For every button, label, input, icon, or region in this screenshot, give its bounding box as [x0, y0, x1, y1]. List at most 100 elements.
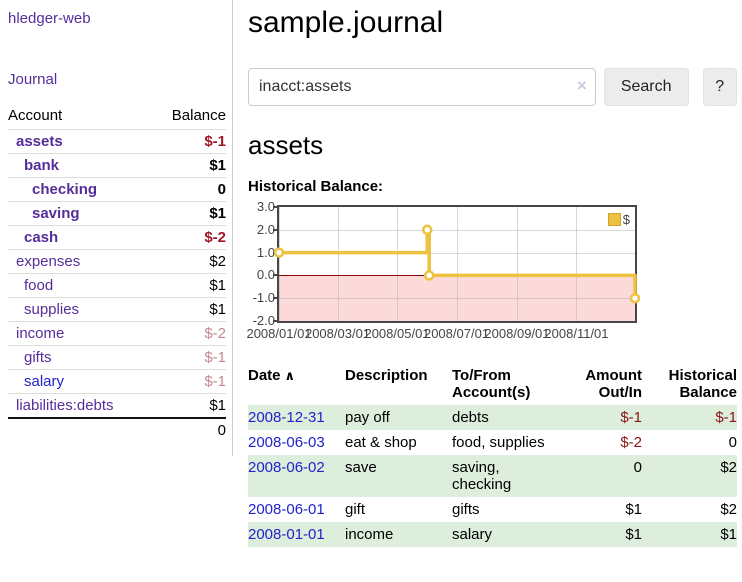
- y-axis-tick: [273, 251, 277, 254]
- register-date-link[interactable]: 2008-12-31: [248, 409, 325, 426]
- vertical-gridline: [456, 207, 458, 321]
- account-row: food $1: [8, 273, 226, 298]
- account-row: supplies $1: [8, 297, 226, 322]
- account-link[interactable]: liabilities:debts: [16, 397, 114, 414]
- vertical-gridline: [337, 207, 339, 321]
- x-axis-label: 2008/01/01: [246, 326, 312, 341]
- register-date-link[interactable]: 2008-06-02: [248, 459, 325, 476]
- account-row: cash $-2: [8, 225, 226, 250]
- main-content: sample.journal × Search ? assets Histori…: [246, 0, 737, 547]
- account-link[interactable]: checking: [32, 181, 98, 198]
- search-box: ×: [248, 68, 596, 106]
- legend-swatch-icon: [607, 213, 621, 226]
- register-date-link[interactable]: 2008-06-03: [248, 434, 325, 451]
- register-date-link[interactable]: 2008-01-01: [248, 526, 325, 543]
- account-row: expenses $2: [8, 249, 226, 274]
- account-link[interactable]: cash: [24, 229, 59, 246]
- legend-label: $: [622, 212, 630, 227]
- search-input[interactable]: [248, 68, 596, 106]
- x-axis-label: 2008/11/01: [544, 326, 609, 341]
- register-description: income: [345, 522, 452, 547]
- account-link[interactable]: gifts: [24, 349, 52, 366]
- chart-y-axis: 3.0 2.0 1.0 0.0 -1.0 -2.0: [248, 200, 275, 328]
- chart-x-axis: 2008/01/01 2008/03/01 2008/05/01 2008/07/01…: [246, 326, 635, 342]
- register-description: save: [345, 455, 452, 497]
- col-description[interactable]: Description: [345, 367, 428, 384]
- account-row: salary $-1: [8, 369, 226, 394]
- account-balance: $-2: [152, 321, 226, 346]
- account-link[interactable]: assets: [16, 133, 63, 150]
- account-link[interactable]: saving: [32, 205, 80, 222]
- account-row: assets $-1: [8, 129, 226, 154]
- col-amount[interactable]: Amount Out/In: [585, 367, 642, 401]
- y-axis-tick: [273, 320, 277, 322]
- chart-title: Historical Balance:: [248, 178, 384, 195]
- register-amount: $-1: [564, 405, 642, 430]
- chart-plot-area[interactable]: $: [273, 205, 641, 323]
- register-accounts: salary: [452, 522, 564, 547]
- page-title: sample.journal: [248, 6, 444, 39]
- register-amount: $1: [625, 501, 642, 518]
- account-balance: $-1: [152, 345, 226, 370]
- vertical-gridline: [279, 207, 280, 321]
- col-accounts[interactable]: To/From Account(s): [452, 367, 531, 401]
- x-axis-label: 2008/07/01: [423, 326, 490, 341]
- accounts-table: Account Balance assets $-1 bank $1 check…: [8, 104, 226, 442]
- horizontal-gridline: [279, 252, 635, 254]
- y-axis-tick: [273, 274, 277, 277]
- account-row: liabilities:debts $1: [8, 393, 226, 418]
- account-balance: $1: [152, 153, 226, 178]
- register-description: eat & shop: [345, 434, 417, 451]
- y-axis-label: 1.0: [256, 244, 275, 260]
- vertical-gridline: [516, 207, 518, 321]
- col-balance[interactable]: Historical Balance: [668, 367, 737, 401]
- sort-ascending-icon: ∧: [284, 368, 296, 383]
- register-accounts: saving, checking: [452, 455, 564, 497]
- register-row: 2008-01-01 income salary $1 $1: [248, 522, 737, 547]
- y-axis-label: 0.0: [256, 267, 275, 283]
- accounts-total-spacer: [8, 417, 153, 442]
- register-description: pay off: [345, 405, 452, 430]
- help-button[interactable]: ?: [702, 68, 737, 106]
- y-axis-label: -2.0: [252, 313, 275, 328]
- accounts-total-value: 0: [152, 417, 226, 442]
- register-accounts: food, supplies: [452, 434, 545, 451]
- account-balance: $1: [152, 297, 226, 322]
- x-axis-label: 2008/05/01: [364, 326, 430, 341]
- register-header-row: Date ∧ Description To/From Account(s) Amo…: [248, 365, 737, 405]
- register-row: 2008-06-02 save saving, checking 0 $2: [248, 455, 737, 497]
- zero-baseline: [279, 275, 635, 277]
- account-row: bank $1: [8, 153, 226, 178]
- account-link[interactable]: salary: [24, 373, 65, 390]
- accounts-table-body: assets $-1 bank $1 checking 0 saving $1 …: [8, 129, 226, 418]
- account-link[interactable]: food: [24, 277, 54, 294]
- chart-legend: $: [607, 212, 630, 227]
- account-balance: $1: [152, 393, 226, 418]
- account-balance: $2: [152, 249, 226, 274]
- search-button[interactable]: Search: [603, 68, 689, 106]
- accounts-col-account: Account: [8, 107, 63, 124]
- brand-link[interactable]: hledger-web: [8, 10, 91, 27]
- accounts-col-balance: Balance: [171, 107, 226, 124]
- clear-search-icon[interactable]: ×: [576, 76, 587, 95]
- account-row: income $-2: [8, 321, 226, 346]
- account-link[interactable]: income: [16, 325, 65, 342]
- register-balance: 0: [728, 434, 737, 451]
- register-description: gift: [345, 501, 366, 518]
- col-date[interactable]: Date ∧: [248, 365, 345, 405]
- y-axis-label: 3.0: [256, 199, 275, 214]
- y-axis-tick: [273, 206, 277, 208]
- y-axis-tick: [273, 297, 277, 300]
- register-table-body: 2008-12-31 pay off debts $-1 $-1 2008-06…: [248, 405, 737, 547]
- search-form: × Search ?: [248, 68, 737, 106]
- account-row: gifts $-1: [8, 345, 226, 370]
- account-link[interactable]: supplies: [24, 301, 80, 318]
- register-balance: $2: [642, 455, 737, 497]
- sidebar-item-journal[interactable]: Journal: [8, 71, 58, 88]
- register-date-link[interactable]: 2008-06-01: [248, 501, 325, 518]
- account-balance: 0: [152, 177, 226, 202]
- sidebar: hledger-web Journal Account Balance asse…: [0, 0, 233, 456]
- account-link[interactable]: expenses: [16, 253, 81, 270]
- account-link[interactable]: bank: [24, 157, 60, 174]
